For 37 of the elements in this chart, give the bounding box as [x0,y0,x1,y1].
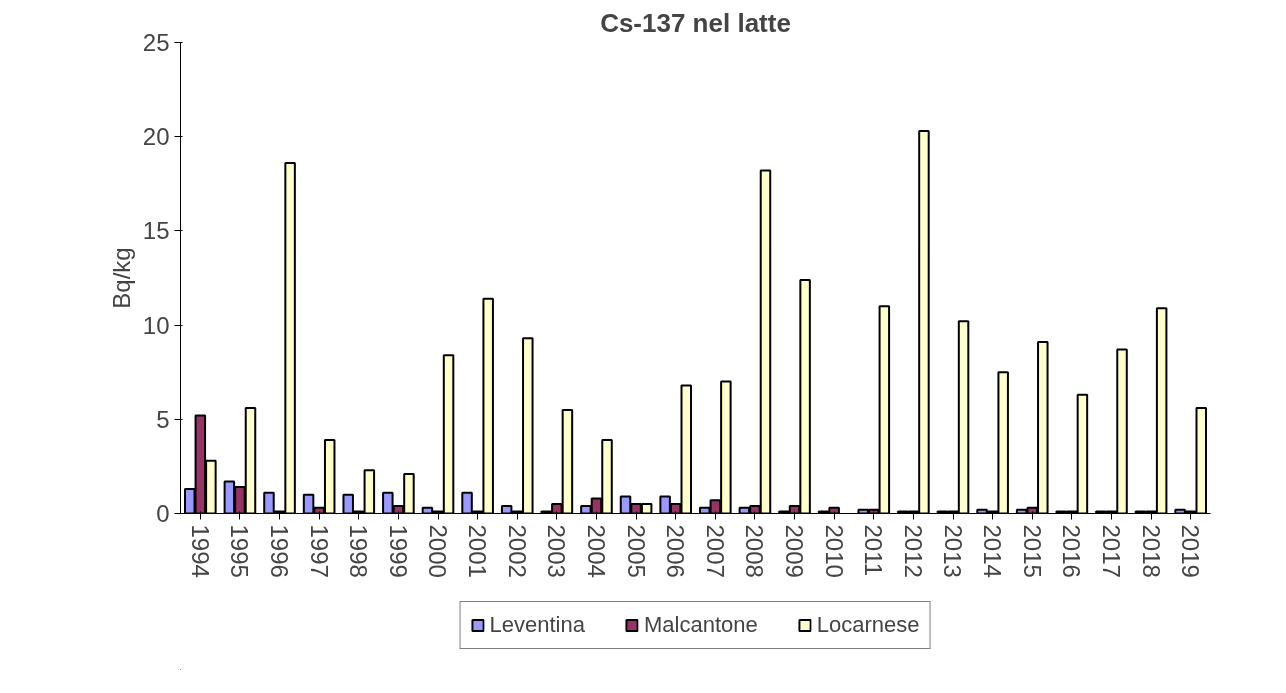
x-tick-label: 1994 [186,524,214,578]
x-tick-label: 2013 [939,524,967,578]
legend-label: Leventina [489,612,585,638]
x-tick-label: 2014 [979,524,1007,578]
y-tick-label: 15 [142,217,170,245]
x-tick-label: 1998 [345,524,373,578]
x-tick-label: 2019 [1177,524,1205,578]
legend-label: Locarnese [816,612,920,638]
x-tick-label: 2010 [820,524,848,578]
x-tick-label: 1995 [226,524,254,578]
x-tick-label: 1997 [305,524,333,578]
y-tick-label: 25 [142,29,170,56]
x-tick-label: 2016 [1058,524,1086,578]
x-tick-label: 1999 [384,524,412,578]
x-tick-label: 2008 [741,524,769,578]
y-tick-label: 10 [142,311,170,339]
y-tick-label: 20 [142,123,170,151]
x-tick-label: 2004 [582,524,610,578]
x-tick-label: 2001 [464,524,492,578]
x-tick-label: 2018 [1137,524,1165,578]
x-tick-label: 2003 [543,524,571,578]
y-tick-label: 5 [156,405,170,433]
y-tick-label: 0 [156,500,170,527]
x-tick-label: 1996 [266,524,294,578]
x-tick-label: 2017 [1097,524,1125,578]
x-tick-label: 2011 [860,524,888,577]
x-tick-label: 2009 [781,524,809,578]
x-tick-label: 2002 [503,524,531,578]
x-tick-label: 2012 [899,524,927,578]
legend-label: Malcantone [643,612,758,638]
x-tick-label: 2006 [662,524,690,578]
x-tick-label: 2000 [424,524,452,578]
x-tick-label: 2005 [622,524,650,578]
y-axis-title: Bq/kg [107,247,135,309]
chart-title: Cs-137 nel latte [600,7,791,38]
x-tick-label: 2015 [1018,524,1046,578]
x-tick-label: 2007 [701,524,729,578]
